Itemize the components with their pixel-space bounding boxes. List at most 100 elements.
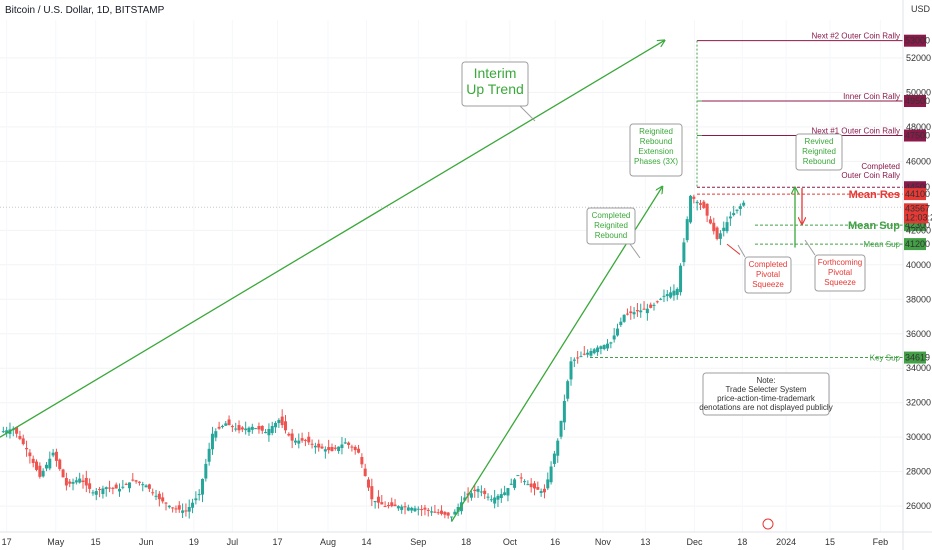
chart-title: Bitcoin / U.S. Dollar, 1D, BITSTAMP [5,5,165,16]
candle-body [217,426,221,429]
candle-body [121,486,125,488]
candle-body [692,196,696,199]
candle-body [526,484,530,486]
candle-body [373,500,377,503]
level-price-value: 42300 [905,220,930,230]
candle-body [367,479,371,488]
candle-body [728,216,732,219]
candle-body [124,483,128,485]
candle-body [171,507,175,509]
candle-body [134,480,138,482]
x-tick-label: Feb [873,537,889,547]
candle-body [426,509,430,511]
candle-body [111,487,115,489]
candle-body [659,298,663,300]
candle-body [569,361,573,380]
candle-body [277,419,281,424]
candle-body [154,495,158,497]
candle-body [370,486,374,500]
candle-body [257,426,261,430]
forthcoming-pivotal-text: Forthcoming Pivotal Squeeze [818,258,862,287]
candle-body [108,487,112,489]
candle-body [167,505,171,508]
level-price-tag [904,238,926,251]
candle-body [725,222,729,232]
candle-body [423,507,427,510]
candle-body [270,425,274,434]
candle-body [187,507,191,512]
y-tick-label: 28000 [906,467,931,477]
candle-body [201,478,205,495]
candle-body [151,492,155,494]
candle-body [403,506,407,508]
candle-body [443,511,447,515]
trendline [0,41,664,438]
level-price-tag [904,129,926,142]
candle-body [596,347,600,353]
candle-body [260,425,264,431]
callout-line [804,239,816,256]
candle-body [293,440,297,443]
candle-body [383,506,387,508]
candle-body [5,430,9,434]
candle-body [181,510,185,513]
candle-body [144,485,148,488]
candle-body [244,428,248,431]
candle-body [74,480,78,483]
candle-body [712,222,716,232]
candle-body [18,436,22,439]
candle-body [274,422,278,428]
level-price-tag [904,188,926,201]
candle-body [732,213,736,216]
candle-body [137,481,141,483]
candle-body [493,497,497,504]
level-price-value: 53000 [905,36,930,46]
candle-body [576,357,580,359]
level-label: Mean Sup [848,220,900,232]
level-price-value: 44100 [905,189,930,199]
candle-body [267,428,271,436]
candle-body [679,265,683,293]
completed-reignited-box [586,207,636,245]
candle-body [25,447,29,450]
candle-body [632,312,636,315]
candle-body [506,488,510,496]
candle-body [64,478,68,486]
callout-line [737,244,746,258]
candle-body [15,427,19,434]
level-price-value: 44500 [905,182,930,192]
level-label: Inner Coin Rally [843,92,900,101]
candle-body [207,448,211,462]
level-price-value: 34619 [905,353,930,363]
annotations: Interim Up Trend Reignited Rebound Extension… [461,61,866,416]
candle-body [672,290,676,296]
candle-body [157,493,161,500]
candle-body [313,445,317,448]
currency-label[interactable]: USD [911,4,931,14]
candle-body [440,510,444,514]
candle-body [264,432,268,434]
candle-body [290,433,294,441]
candle-body [609,342,613,344]
level-price-tag [904,95,926,108]
candle-body [639,310,643,313]
x-tick-label: Jul [227,537,239,547]
candle-body [529,483,533,488]
candle-body [735,209,739,211]
candle-body [689,195,693,223]
candle-body [357,448,361,453]
candle-body [287,433,291,436]
candle-body [499,494,503,499]
x-tick-label: Nov [595,537,612,547]
candle-body [476,488,480,492]
candle-body [722,227,726,232]
candle-body [141,484,145,486]
candle-body [390,502,394,507]
completed-reignited-text: Completed Reignited Rebound [592,211,631,240]
candle-body [400,506,404,510]
candle-body [450,516,453,518]
candle-body [469,493,473,498]
